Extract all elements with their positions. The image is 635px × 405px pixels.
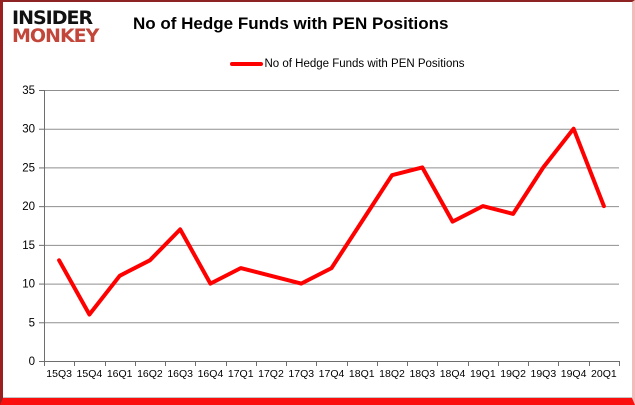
x-tick-label: 20Q1	[591, 368, 617, 380]
y-tick-label: 25	[22, 162, 35, 174]
x-tick-label: 16Q4	[198, 368, 224, 380]
x-axis-labels: 15Q3 15Q4 16Q1 16Q2 16Q3 16Q4 17Q1 17Q2 17Q3 17Q4…	[46, 368, 617, 380]
y-tick-label: 20	[22, 201, 35, 213]
x-tick-label: 16Q1	[107, 368, 133, 380]
logo-line2: MONKEY	[12, 25, 99, 48]
chart-title: No of Hedge Funds with PEN Positions	[133, 14, 449, 33]
insider-monkey-logo: INSIDER MONKEY	[12, 7, 99, 48]
x-tick-label: 19Q4	[561, 368, 587, 380]
logo-line1: INSIDER	[12, 7, 93, 29]
x-tick-label: 19Q1	[470, 368, 496, 380]
line-chart: 0 5 10 15 20 25 30 35 15Q3 15Q4 16Q1 16Q2 16Q3 16Q4 17…	[22, 85, 620, 380]
y-gridlines	[44, 90, 619, 324]
tick-marks	[39, 90, 620, 366]
x-tick-label: 15Q3	[46, 368, 72, 380]
x-tick-label: 18Q2	[379, 368, 405, 380]
x-tick-label: 17Q3	[288, 368, 314, 380]
y-tick-label: 5	[29, 317, 35, 329]
legend-label: No of Hedge Funds with PEN Positions	[264, 58, 465, 70]
x-tick-label: 16Q3	[167, 368, 193, 380]
y-tick-label: 10	[22, 279, 35, 291]
y-tick-label: 30	[22, 124, 35, 136]
x-tick-label: 17Q4	[319, 368, 345, 380]
x-tick-label: 17Q1	[228, 368, 254, 380]
x-tick-label: 15Q4	[77, 368, 103, 380]
x-tick-label: 19Q2	[500, 368, 526, 380]
legend: No of Hedge Funds with PEN Positions	[63, 58, 632, 70]
y-tick-label: 0	[29, 356, 35, 368]
legend-line-swatch	[230, 62, 264, 66]
axes	[44, 90, 619, 362]
y-tick-label: 15	[22, 240, 35, 252]
x-tick-label: 18Q1	[349, 368, 375, 380]
series-line	[57, 126, 606, 317]
y-axis-labels: 0 5 10 15 20 25 30 35	[22, 85, 35, 368]
x-tick-label: 18Q4	[440, 368, 466, 380]
x-tick-label: 18Q3	[409, 368, 435, 380]
x-tick-label: 19Q3	[530, 368, 556, 380]
y-tick-label: 35	[22, 85, 35, 97]
x-tick-label: 16Q2	[137, 368, 163, 380]
x-tick-label: 17Q2	[258, 368, 284, 380]
